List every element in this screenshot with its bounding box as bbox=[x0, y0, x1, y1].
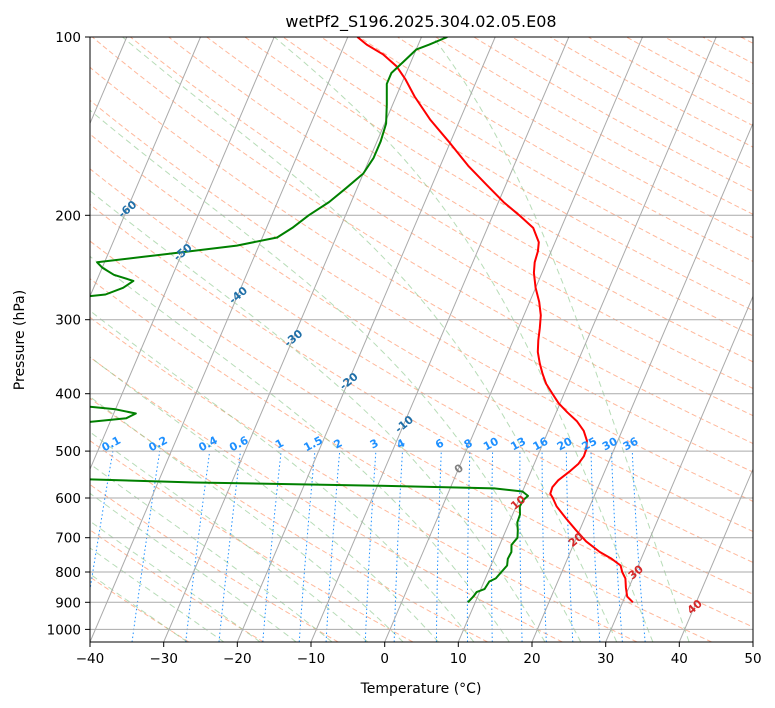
y-tick-label: 500 bbox=[55, 444, 81, 460]
moist-adiabat-line bbox=[90, 310, 475, 642]
mixing-ratio-label: 16 bbox=[531, 435, 551, 454]
isotherm-line bbox=[457, 37, 717, 642]
x-tick-label: 10 bbox=[450, 651, 467, 667]
moist-adiabat-line bbox=[90, 255, 510, 642]
y-tick-label: 1000 bbox=[47, 622, 81, 638]
dry-adiabat-line bbox=[244, 37, 753, 337]
x-tick-label: −10 bbox=[297, 651, 326, 667]
moist-adiabat-line bbox=[273, 37, 654, 642]
x-tick-label: 40 bbox=[671, 651, 688, 667]
moist-adiabats bbox=[90, 37, 690, 642]
isotherm-line bbox=[678, 467, 753, 642]
dry-adiabat-line bbox=[90, 316, 638, 642]
moist-adiabat-line bbox=[90, 463, 333, 642]
y-tick-label: 300 bbox=[55, 313, 81, 329]
isotherm-line bbox=[90, 37, 275, 471]
y-tick-label: 200 bbox=[55, 208, 81, 224]
dry-adiabat-line bbox=[90, 133, 753, 533]
mixing-ratio-label: 30 bbox=[600, 435, 620, 454]
dry-adiabat-line bbox=[90, 203, 753, 595]
dewpoint-profile bbox=[90, 37, 529, 603]
x-tick-label: −40 bbox=[76, 651, 105, 667]
moist-adiabat-line bbox=[122, 37, 618, 642]
mixing-ratio-line bbox=[218, 451, 241, 642]
mixing-ratio-line bbox=[298, 451, 316, 642]
chart-title: wetPf2_S196.2025.304.02.05.E08 bbox=[285, 12, 556, 32]
plot-area: -100-90-80-70-60-50-40-30-20-10010203040… bbox=[90, 37, 753, 642]
mixing-ratio-label: 36 bbox=[621, 435, 641, 454]
mixing-ratio-line bbox=[262, 451, 282, 642]
x-tick-label: 50 bbox=[744, 651, 761, 667]
x-axis: −40 −30 −20 −10 0 10 20 30 40 50 bbox=[76, 642, 762, 667]
dry-adiabat-line bbox=[168, 37, 753, 389]
mixing-ratio-line bbox=[185, 451, 211, 642]
y-tick-label: 100 bbox=[55, 30, 81, 46]
mixing-ratio-label: 25 bbox=[580, 435, 600, 454]
mixing-ratio-label: 20 bbox=[555, 435, 575, 454]
mixing-ratio-labels: 0.1 0.2 0.4 0.6 1 1.5 2 3 4 6 8 10 13 16 20 25 30 36 bbox=[100, 434, 641, 455]
isotherm-line bbox=[384, 37, 643, 642]
x-tick-label: −30 bbox=[149, 651, 178, 667]
moist-adiabat-line bbox=[90, 356, 439, 642]
y-tick-label: 400 bbox=[55, 387, 81, 403]
isotherm-line bbox=[605, 295, 753, 642]
isotherms bbox=[90, 37, 753, 642]
x-tick-label: 0 bbox=[380, 651, 389, 667]
temperature-profile bbox=[356, 37, 634, 604]
x-tick-label: 30 bbox=[597, 651, 614, 667]
isotherm-line bbox=[163, 37, 422, 642]
x-tick-label: −20 bbox=[223, 651, 252, 667]
isotherm-line bbox=[90, 37, 201, 298]
dry-adiabat-line bbox=[90, 278, 712, 642]
dry-adiabat-line bbox=[90, 483, 339, 642]
y-axis: 100 200 300 400 500 600 700 800 900 1000 bbox=[47, 30, 90, 638]
mixing-ratio-line bbox=[631, 451, 646, 642]
dry-adiabat-line bbox=[90, 356, 563, 642]
moist-adiabat-line bbox=[90, 431, 369, 642]
dry-adiabat-line bbox=[90, 66, 753, 473]
mixing-ratio-label: 13 bbox=[508, 435, 528, 454]
isotherm-line bbox=[236, 37, 496, 642]
plot-frame bbox=[89, 36, 754, 643]
dry-adiabat-line bbox=[206, 37, 753, 363]
dry-adiabat-line bbox=[90, 168, 753, 563]
dry-adiabat-line bbox=[282, 37, 753, 312]
y-tick-label: 800 bbox=[55, 565, 81, 581]
isobars bbox=[90, 37, 753, 630]
isotherm-line bbox=[90, 37, 349, 642]
y-tick-label: 700 bbox=[55, 531, 81, 547]
y-axis-label: Pressure (hPa) bbox=[12, 290, 28, 390]
y-tick-label: 900 bbox=[55, 595, 81, 611]
x-tick-label: 20 bbox=[523, 651, 540, 667]
dry-adiabat-line bbox=[90, 99, 753, 502]
mixing-ratio-line bbox=[90, 451, 114, 593]
isotherm-line bbox=[531, 122, 753, 642]
profiles bbox=[90, 37, 634, 604]
dry-adiabat-line bbox=[90, 529, 264, 642]
mixing-ratio-label: 10 bbox=[481, 435, 501, 454]
x-axis-label: Temperature (°C) bbox=[360, 681, 482, 697]
y-tick-label: 600 bbox=[55, 491, 81, 507]
isotherm-line bbox=[310, 37, 570, 642]
moist-adiabat-line bbox=[90, 396, 404, 642]
dry-adiabat-line bbox=[90, 397, 488, 642]
dry-adiabat-line bbox=[90, 240, 753, 628]
moist-adiabat-line bbox=[432, 37, 690, 642]
